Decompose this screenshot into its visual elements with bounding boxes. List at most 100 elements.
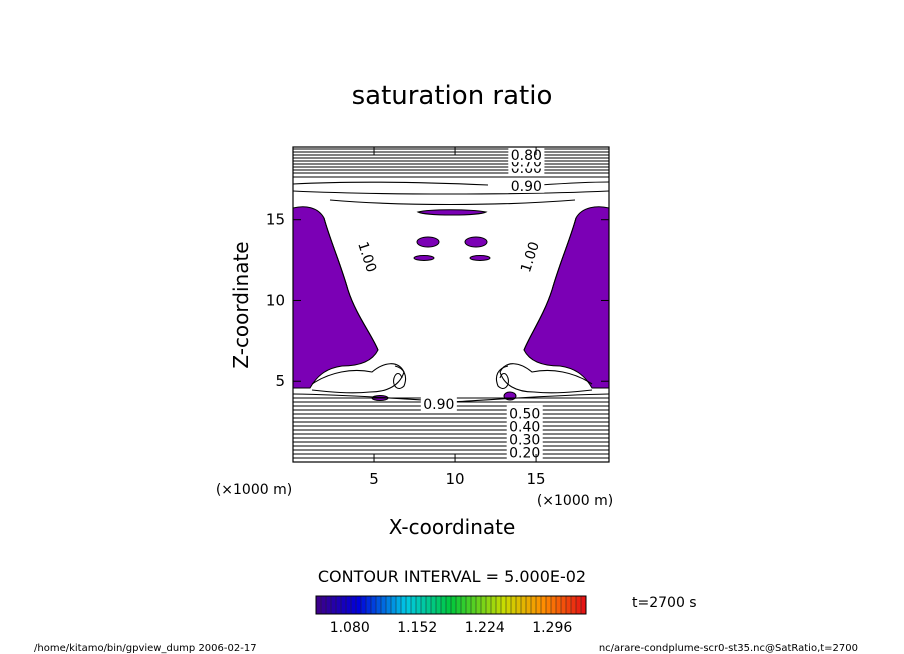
x-tick-label: 15: [527, 470, 546, 488]
contour-label: 0.80: [511, 148, 542, 164]
contour-label-bg: [508, 177, 545, 193]
colorbar-tick-label: 1.296: [532, 620, 572, 636]
colorbar-segment: [346, 596, 352, 614]
x-axis-ticks: 5 10 15: [369, 147, 546, 488]
colorbar-segment: [316, 596, 322, 614]
x-unit-label: (×1000 m): [537, 493, 613, 509]
colorbar-segment: [341, 596, 347, 614]
contour-line: [499, 363, 593, 394]
y-tick-label: 5: [275, 372, 285, 390]
contour-label: 0.50: [509, 407, 540, 423]
colorbar-segment: [516, 596, 522, 614]
x-tick-label: 10: [446, 470, 465, 488]
y-axis-label: Z-coordinate: [229, 241, 253, 368]
colorbar-segment: [386, 596, 392, 614]
colorbar-segment: [466, 596, 472, 614]
contour-labels: 0.901.00 1.000.900.200.300.400.500.600.70…: [354, 147, 545, 461]
contour-label-bg: [506, 431, 543, 447]
contour-lines: [292, 148, 610, 459]
colorbar-segment: [481, 596, 487, 614]
colorbar-segment: [486, 596, 492, 614]
contour-line: [329, 199, 576, 206]
footer-left: /home/kitamo/bin/gpview_dump 2006-02-17: [34, 643, 257, 654]
colorbar-segment: [471, 596, 477, 614]
colorbar-segment: [576, 596, 582, 614]
colorbar-segment: [446, 596, 452, 614]
colorbar-segment: [396, 596, 402, 614]
contour-label: 0.90: [511, 179, 542, 195]
colorbar-segment: [431, 596, 437, 614]
chart-title: saturation ratio: [352, 81, 553, 111]
colorbar-tick-labels: 1.080 1.152 1.224 1.296: [330, 620, 573, 636]
contour-line: [523, 217, 577, 351]
colorbar-tick-label: 1.080: [330, 620, 370, 636]
contour-line: [292, 190, 610, 195]
x-tick-label: 5: [369, 470, 379, 488]
contour-line: [393, 365, 407, 389]
y-tick-label: 15: [266, 211, 285, 229]
colorbar-segment: [366, 596, 372, 614]
contour-line: [292, 181, 610, 186]
colorbar-segment: [421, 596, 427, 614]
colorbar-frame: [315, 595, 587, 615]
contour-line: [323, 217, 379, 351]
colorbar-segment: [526, 596, 532, 614]
colorbar-segment: [361, 596, 367, 614]
colorbar-segment: [356, 596, 362, 614]
colorbar-tick-label: 1.224: [465, 620, 505, 636]
contour-label-bg: [506, 444, 543, 460]
colorbar-segment: [566, 596, 572, 614]
y-unit-label: (×1000 m): [216, 482, 292, 498]
contour-interval-text: CONTOUR INTERVAL = 5.000E-02: [318, 567, 586, 586]
colorbar-segment: [401, 596, 407, 614]
colorbar-segment: [546, 596, 552, 614]
colorbar-segment: [461, 596, 467, 614]
y-axis-ticks: 5 10 15: [266, 211, 609, 390]
x-axis-label: X-coordinate: [389, 515, 516, 539]
colorbar-segment: [331, 596, 337, 614]
colorbar-segment: [581, 596, 587, 614]
colorbar-segment: [521, 596, 527, 614]
colorbar-segment: [541, 596, 547, 614]
contour-label-bg: [355, 237, 381, 277]
contour-label-bg: [516, 237, 542, 277]
contour-label: 0.30: [509, 432, 540, 448]
plot-area: 0.901.00 1.000.900.200.300.400.500.600.70…: [266, 146, 610, 488]
colorbar-segment: [441, 596, 447, 614]
colorbar-segment: [436, 596, 442, 614]
colorbar-segment: [571, 596, 577, 614]
contour-label-bg: [420, 395, 457, 411]
colorbar-segment: [426, 596, 432, 614]
shaded-region-top: [416, 209, 488, 216]
colorbar: [315, 596, 587, 614]
contour-label: 0.90: [423, 397, 454, 413]
contour-label: 0.40: [509, 419, 540, 435]
colorbar-segment: [556, 596, 562, 614]
colorbar-segment: [336, 596, 342, 614]
colorbar-segment: [551, 596, 557, 614]
colorbar-segment: [406, 596, 412, 614]
colorbar-segment: [376, 596, 382, 614]
shaded-sliver-right: [469, 255, 491, 261]
contour-label-bg: [506, 405, 543, 421]
colorbar-segment: [536, 596, 542, 614]
colorbar-segment: [416, 596, 422, 614]
shaded-blob-left: [416, 236, 440, 248]
shaded-sliver-left: [413, 255, 435, 261]
contour-label: 0.20: [509, 445, 540, 461]
colorbar-segment: [411, 596, 417, 614]
colorbar-segment: [451, 596, 457, 614]
contour-line: [495, 365, 509, 389]
plot-frame: [292, 146, 610, 463]
colorbar-segment: [351, 596, 357, 614]
colorbar-segment: [561, 596, 567, 614]
footer-right: nc/arare-condplume-scr0-st35.nc@SatRatio…: [599, 643, 858, 654]
colorbar-segment: [511, 596, 517, 614]
colorbar-segment: [326, 596, 332, 614]
colorbar-segment: [476, 596, 482, 614]
colorbar-tick-label: 1.152: [397, 620, 437, 636]
colorbar-segment: [321, 596, 327, 614]
shaded-blob-right: [464, 236, 488, 248]
y-tick-label: 10: [266, 291, 285, 309]
